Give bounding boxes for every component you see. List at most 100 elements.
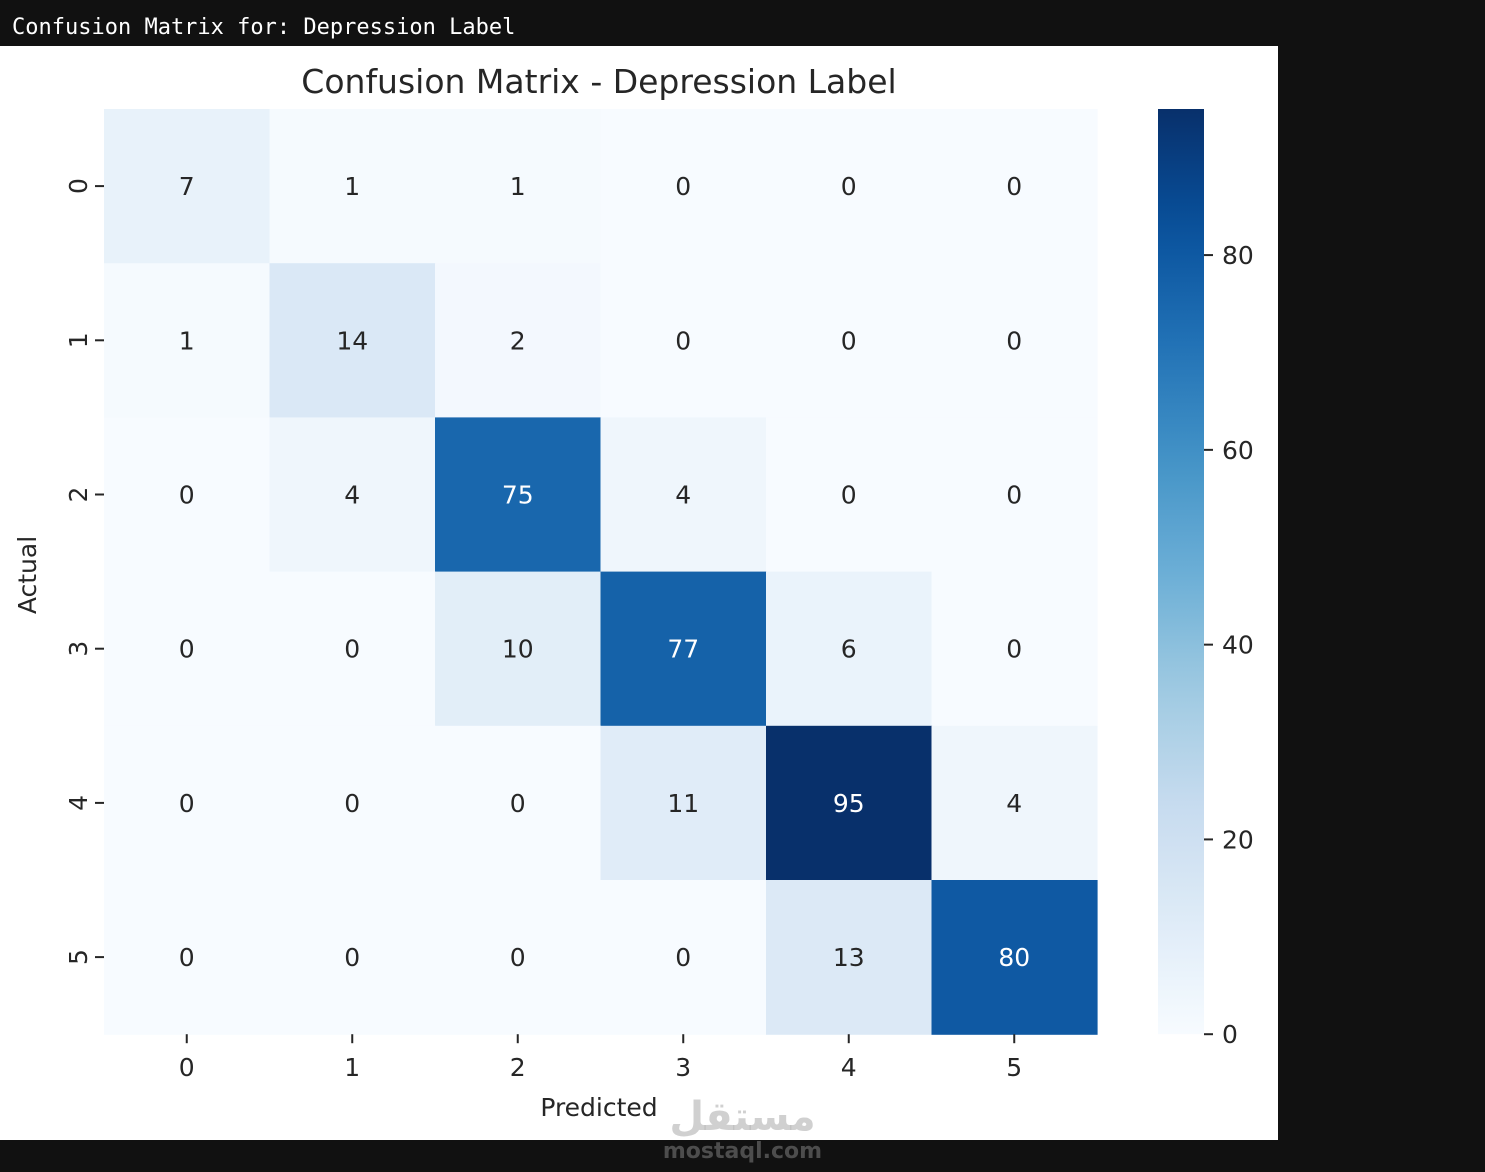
cell-value-label: 0: [675, 943, 691, 972]
heatmap-cell: [435, 417, 602, 573]
cell-value-label: 0: [675, 172, 691, 201]
y-tick-label: 5: [64, 949, 93, 965]
colorbar-gradient: [1158, 109, 1204, 1035]
heatmap-cell: [600, 571, 767, 727]
y-tick-label: 3: [64, 641, 93, 657]
cell-value-label: 0: [1006, 326, 1022, 355]
colorbar-tick-label: 20: [1222, 825, 1254, 854]
chart-title: Confusion Matrix - Depression Label: [301, 62, 896, 101]
cell-value-label: 14: [336, 326, 368, 355]
cell-value-label: 1: [179, 326, 195, 355]
heatmap-cell: [931, 725, 1098, 881]
heatmap-cells: [104, 109, 1098, 1035]
cell-value-label: 0: [1006, 635, 1022, 664]
cell-value-label: 0: [179, 481, 195, 510]
cell-value-label: 13: [833, 943, 865, 972]
y-tick-label: 2: [64, 487, 93, 503]
x-tick-label: 5: [1006, 1053, 1022, 1082]
x-tick-label: 0: [179, 1053, 195, 1082]
cell-value-label: 0: [841, 326, 857, 355]
heatmap-cell: [104, 725, 271, 881]
heatmap-cell: [269, 880, 436, 1035]
y-axis-label: Actual: [13, 536, 42, 614]
heatmap-cell: [600, 109, 767, 264]
x-tick-label: 1: [344, 1053, 360, 1082]
heatmap-cell: [931, 417, 1098, 573]
cell-value-label: 0: [344, 789, 360, 818]
heatmap-cell: [269, 263, 436, 418]
heatmap-cell: [269, 725, 436, 881]
cell-value-label: 0: [841, 172, 857, 201]
heatmap-cell: [104, 263, 271, 418]
cell-value-label: 1: [510, 172, 526, 201]
heatmap-cell: [766, 263, 933, 418]
heatmap-cell: [435, 880, 602, 1035]
cell-value-label: 7: [179, 172, 195, 201]
heatmap-cell: [931, 571, 1098, 727]
y-tick-label: 4: [64, 795, 93, 811]
x-tick-label: 4: [841, 1053, 857, 1082]
cell-value-label: 10: [502, 635, 534, 664]
heatmap-cell: [931, 109, 1098, 264]
y-axis: 0 1 2 3 4 5: [64, 178, 104, 965]
heatmap-cell: [600, 880, 767, 1035]
watermark-latin: mostaql.com: [662, 1139, 823, 1164]
cell-value-label: 95: [833, 789, 865, 818]
cell-value-label: 0: [344, 635, 360, 664]
cell-value-label: 0: [179, 635, 195, 664]
cell-value-label: 4: [1006, 789, 1022, 818]
heatmap-cell: [766, 725, 933, 881]
heatmap-cell: [766, 109, 933, 264]
cell-value-label: 0: [179, 943, 195, 972]
heatmap-cell: [104, 880, 271, 1035]
cell-value-label: 0: [1006, 172, 1022, 201]
cell-value-label: 4: [675, 481, 691, 510]
console-output-line: Confusion Matrix for: Depression Label: [12, 15, 516, 40]
cell-value-label: 1: [344, 172, 360, 201]
cell-value-label: 0: [344, 943, 360, 972]
heatmap-cell: [766, 417, 933, 573]
x-tick-label: 3: [675, 1053, 691, 1082]
cell-value-label: 75: [502, 481, 534, 510]
x-axis-label: Predicted: [540, 1093, 657, 1122]
colorbar-tick-label: 60: [1222, 436, 1254, 465]
cell-value-label: 6: [841, 635, 857, 664]
heatmap-cell: [104, 417, 271, 573]
heatmap-cell: [931, 880, 1098, 1035]
heatmap-cell: [435, 571, 602, 727]
cell-value-label: 80: [998, 943, 1030, 972]
x-axis: 0 1 2 3 4 5: [179, 1034, 1022, 1082]
heatmap-cell: [435, 109, 602, 264]
cell-value-label: 2: [510, 326, 526, 355]
cell-value-label: 0: [675, 326, 691, 355]
cell-value-label: 0: [1006, 481, 1022, 510]
heatmap-cell: [600, 263, 767, 418]
colorbar-tick-label: 0: [1222, 1020, 1238, 1049]
heatmap-cell: [931, 263, 1098, 418]
colorbar: 0 20 40 60 80: [1158, 109, 1254, 1049]
colorbar-tick-label: 80: [1222, 241, 1254, 270]
heatmap-cell: [766, 571, 933, 727]
cell-value-label: 0: [510, 789, 526, 818]
y-tick-label: 1: [64, 332, 93, 348]
heatmap-cell: [104, 571, 271, 727]
y-tick-label: 0: [64, 178, 93, 194]
heatmap-cell: [600, 417, 767, 573]
heatmap-cell: [104, 109, 271, 264]
cell-value-label: 4: [344, 481, 360, 510]
heatmap-cell-labels: 7 1 1 0 0 01 14 2 0 0 00 4 75 4 0 00 0 10 77 6 00 0 0 11 95 40 0 0 0…: [179, 172, 1030, 972]
cell-value-label: 77: [667, 635, 699, 664]
heatmap-cell: [766, 880, 933, 1035]
heatmap-cell: [269, 417, 436, 573]
cell-value-label: 0: [179, 789, 195, 818]
cell-value-label: 0: [510, 943, 526, 972]
colorbar-tick-label: 40: [1222, 631, 1254, 660]
heatmap-cell: [600, 725, 767, 881]
cell-value-label: 11: [667, 789, 699, 818]
heatmap-cell: [269, 109, 436, 264]
cell-value-label: 0: [841, 481, 857, 510]
heatmap-cell: [435, 263, 602, 418]
heatmap-cell: [269, 571, 436, 727]
